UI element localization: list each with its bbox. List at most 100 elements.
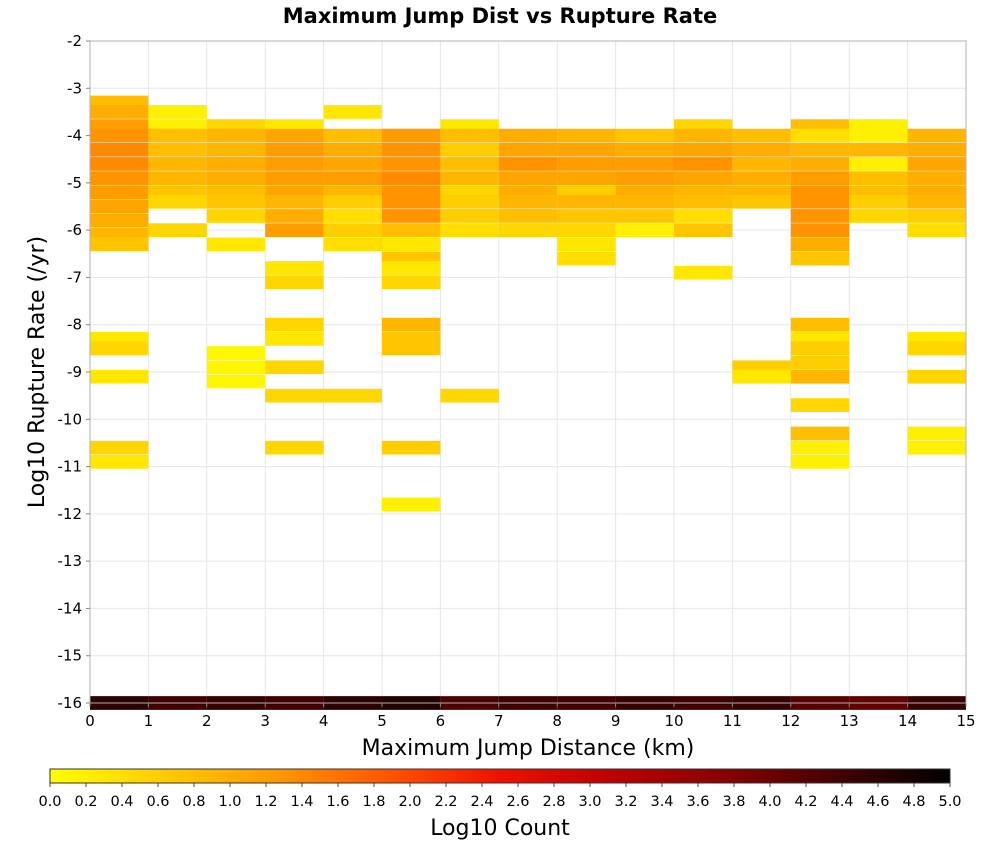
- heatmap-cell: [323, 194, 382, 209]
- heatmap-cell: [790, 440, 850, 455]
- colorbar-tick-label: 0.8: [182, 794, 205, 810]
- colorbar-tick-label: 0.0: [38, 794, 61, 810]
- x-tick-label: 5: [377, 712, 387, 730]
- heatmap-cell: [382, 157, 441, 171]
- heatmap-cell: [382, 341, 441, 356]
- heatmap-cell: [90, 185, 149, 200]
- x-tick-label: 7: [494, 712, 504, 730]
- x-tick-label: 4: [319, 712, 329, 730]
- colorbar-label: Log10 Count: [430, 816, 570, 841]
- heatmap-cell: [382, 275, 441, 290]
- heatmap-cell: [90, 199, 149, 214]
- heatmap-cell: [323, 142, 382, 157]
- heatmap-cell: [265, 128, 324, 143]
- heatmap-cell: [849, 194, 908, 209]
- colorbar-tick-label: 2.8: [542, 794, 565, 810]
- colorbar-tick-label: 1.4: [290, 794, 313, 810]
- heatmap-cell: [148, 223, 207, 237]
- heatmap-cell: [323, 171, 382, 185]
- x-tick-label: 15: [956, 712, 975, 730]
- heatmap-cell: [907, 142, 966, 157]
- x-tick-label: 12: [781, 712, 800, 730]
- colorbar-tick-label: 0.6: [146, 794, 169, 810]
- y-tick-label: -4: [67, 127, 82, 145]
- heatmap-cell: [148, 128, 207, 143]
- colorbar-tick-label: 4.8: [902, 794, 925, 810]
- colorbar-tick-label: 3.6: [686, 794, 709, 810]
- heatmap-cell: [206, 346, 266, 360]
- heatmap-cell: [557, 223, 616, 237]
- colorbar-tick-label: 1.8: [362, 794, 385, 810]
- heatmap-cell: [849, 142, 908, 157]
- heatmap-cell: [907, 157, 966, 171]
- heatmap-cell: [615, 194, 674, 209]
- x-tick-label: 9: [611, 712, 621, 730]
- heatmap-cell: [907, 223, 966, 237]
- heatmap-cell: [790, 355, 850, 370]
- heatmap-cell: [265, 142, 324, 157]
- colorbar-tick-label: 2.2: [434, 794, 457, 810]
- heatmap-cell: [440, 157, 499, 171]
- heatmap-cell: [907, 369, 966, 384]
- heatmap-cell: [265, 388, 324, 403]
- heatmap-cell: [323, 223, 382, 237]
- heatmap-cell: [148, 157, 207, 171]
- heatmap-cell: [206, 237, 266, 252]
- colorbar-tick-label: 4.6: [866, 794, 889, 810]
- heatmap-cell: [557, 194, 616, 209]
- heatmap-cell: [90, 105, 149, 119]
- heatmap-cell: [90, 454, 149, 469]
- heatmap-cell: [440, 388, 499, 403]
- y-tick-label: -7: [67, 268, 82, 286]
- colorbar-tick-label: 4.2: [794, 794, 817, 810]
- heatmap-cell: [790, 237, 850, 252]
- heatmap-cell: [498, 157, 558, 171]
- heatmap-cell: [674, 265, 733, 280]
- heatmap-cell: [382, 317, 441, 332]
- heatmap-cell: [907, 194, 966, 209]
- heatmap-cell: [732, 369, 791, 384]
- heatmap-cell: [615, 157, 674, 171]
- heatmap-cell: [440, 128, 499, 143]
- heatmap-cell: [323, 209, 382, 223]
- heatmap-cell: [615, 171, 674, 185]
- heatmap-cell: [265, 157, 324, 171]
- heatmap-cell: [790, 426, 850, 441]
- y-tick-label: -16: [58, 694, 83, 712]
- heatmap-cell: [674, 128, 733, 143]
- y-tick-label: -15: [58, 647, 83, 665]
- y-tick-label: -11: [58, 458, 83, 476]
- heatmap-cell: [265, 317, 324, 332]
- colorbar-tick-label: 5.0: [938, 794, 961, 810]
- x-tick-label: 0: [85, 712, 95, 730]
- x-tick-label: 13: [840, 712, 859, 730]
- heatmap-cell: [907, 128, 966, 143]
- y-tick-label: -6: [67, 221, 82, 239]
- heatmap-cell: [615, 223, 674, 237]
- heatmap-cell: [265, 171, 324, 185]
- heatmap-cell: [790, 251, 850, 266]
- heatmap-cell: [382, 171, 441, 185]
- heatmap-cell: [790, 398, 850, 412]
- colorbar-tick-label: 2.0: [398, 794, 421, 810]
- heatmap-cell: [90, 171, 149, 185]
- heatmap-cell: [615, 142, 674, 157]
- heatmap-cell: [674, 157, 733, 171]
- heatmap-cell: [90, 369, 149, 384]
- heatmap-cell: [674, 223, 733, 237]
- heatmap-cell: [265, 332, 324, 346]
- heatmap-cell: [206, 360, 266, 375]
- heatmap-cell: [440, 223, 499, 237]
- heatmap-cell: [790, 317, 850, 332]
- heatmap-cell: [790, 341, 850, 356]
- heatmap-cell: [440, 209, 499, 223]
- heatmap-cell: [382, 237, 441, 252]
- heatmap-cell: [849, 157, 908, 171]
- heatmap-cell: [265, 360, 324, 375]
- colorbar-tick-label: 2.6: [506, 794, 529, 810]
- heatmap-cell: [323, 128, 382, 143]
- heatmap-cell: [732, 128, 791, 143]
- heatmap-cell: [90, 142, 149, 157]
- heatmap-cell: [790, 369, 850, 384]
- heatmap-cell: [206, 171, 266, 185]
